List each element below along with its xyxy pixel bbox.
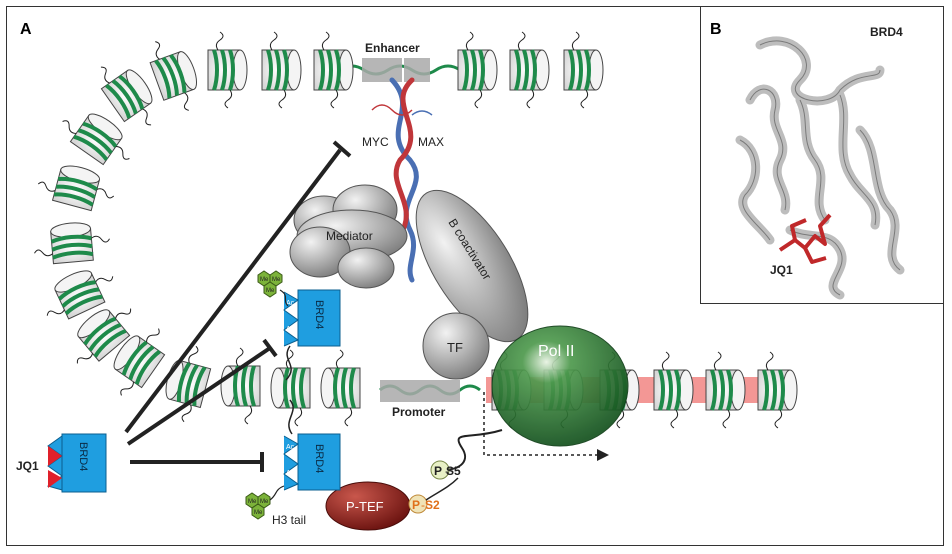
p-s2-dash: - [421,498,425,512]
jq1-label: JQ1 [16,459,39,473]
myc-label: MYC [362,135,389,149]
myc-max-helix [371,77,433,283]
mediator-complex [289,184,408,289]
brd4-free-label: BRD4 [77,442,89,471]
phospho-s5-circle [430,460,450,480]
enhancer-label: Enhancer [365,41,420,55]
nucleosome-loop [34,31,604,427]
ac-upper-2: Ac [286,326,295,333]
p-s5-p: P [434,464,442,478]
mediator-label: Mediator [326,229,373,243]
nucleosome [207,31,248,109]
tf-label: TF [447,340,463,355]
methyl-cluster-upper: Me Me Me [257,270,289,307]
inhibition-lines [124,140,352,472]
transcription-arrow [483,392,609,461]
nucleosome [220,347,261,425]
ac-lower-1: Ac [286,444,295,451]
panel-b-frame [700,6,944,304]
brd4-upper: BRD4 Ac Ac [283,289,341,381]
nucleosome [313,31,354,109]
nucleosome [100,66,153,126]
panel-b-jq1-label: JQ1 [770,263,793,277]
nucleosome [320,349,361,427]
brd4-lower-label: BRD4 [313,444,325,473]
p-tef-label: P-TEF [346,499,384,514]
nucleosome [270,349,311,427]
brd4-structure-outline [739,40,901,296]
me-lower-1: Me [248,499,257,505]
panel-b-brd4-label: BRD4 [870,25,903,39]
max-label: MAX [418,135,444,149]
p-s2-s2: S2 [425,498,440,512]
pol-ii-label: Pol II [538,343,574,360]
p-s2-p: P [412,498,420,512]
methyl-cluster-lower: Me Me Me [245,485,285,520]
nucleosome [705,351,746,429]
nucleosome [457,31,498,109]
h3-tail-label: H3 tail [272,513,306,527]
ctd-tail [441,429,503,471]
nucleosome [149,41,198,111]
enhancer-box-right [404,58,430,82]
nucleosome [34,222,110,265]
p-s5-s5: S5 [446,464,461,478]
me-upper-3: Me [266,288,275,294]
me-upper-1: Me [260,277,269,283]
me-lower-2: Me [260,499,269,505]
nucleosome [46,270,114,320]
nucleosome [62,113,130,166]
nucleosome [37,165,115,212]
nucleosome [563,31,604,109]
pol-ii [491,325,629,447]
nucleosome [653,351,694,429]
panel-a-label: A [20,21,32,38]
brd4-upper-label: BRD4 [313,300,325,329]
tf-factor [422,312,490,380]
enhancer-box-left [362,58,402,82]
jq1-ligand [778,213,832,264]
nucleosome [76,308,132,364]
nucleosome [261,31,302,109]
nucleosome [757,351,798,429]
me-lower-3: Me [254,510,263,516]
p-s5-dash: - [445,464,449,478]
p-s2-link [425,477,459,501]
ac-lower-2: Ac [286,470,295,477]
phospho-s2-circle [408,494,428,514]
ac-upper-1: Ac [286,300,295,307]
promoter-box [380,380,460,402]
nucleosome [113,328,166,396]
promoter-label: Promoter [392,405,446,419]
me-upper-2: Me [272,277,281,283]
nucleosome [509,31,550,109]
panel-b-label: B [710,21,722,38]
brd4-lower: BRD4 Ac Ac [283,399,341,491]
brd4-structure [735,36,905,300]
brd4-jq1-bound: BRD4 [46,433,107,493]
